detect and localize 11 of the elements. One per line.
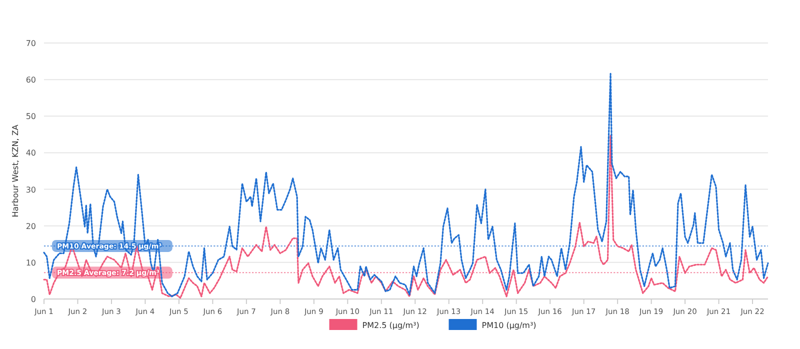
y-axis-title: Harbour West, KZN, ZA — [11, 124, 20, 218]
y-tick-label: 60 — [26, 76, 36, 85]
y-tick-label: 0 — [30, 295, 36, 304]
y-tick-label: 20 — [26, 222, 36, 231]
y-tick-label: 10 — [26, 258, 36, 268]
legend-label: PM10 (µg/m³) — [482, 321, 536, 330]
y-tick-label: 40 — [26, 148, 36, 158]
y-tick-label: 50 — [26, 112, 36, 122]
legend-label: PM2.5 (µg/m³) — [362, 321, 420, 330]
y-tick-label: 70 — [26, 39, 36, 48]
y-tick-label: 30 — [26, 185, 36, 194]
